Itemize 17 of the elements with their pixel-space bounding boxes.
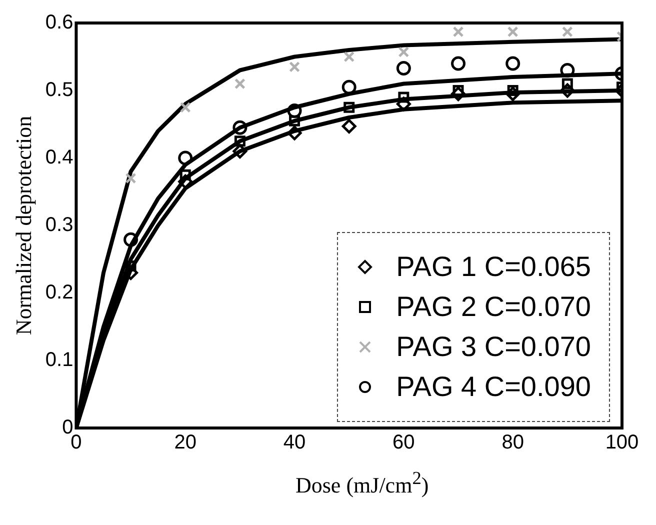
legend-label: PAG 2 C=0.070 [396, 290, 591, 324]
y-axis-title: Normalized deprotection [10, 116, 36, 336]
y-tick-label: 0.3 [45, 214, 74, 236]
y-tick-label: 0.1 [45, 349, 74, 372]
x-tick-label: 40 [283, 432, 306, 454]
legend-label: PAG 1 C=0.065 [396, 250, 591, 284]
legend-label: PAG 3 C=0.070 [396, 330, 591, 364]
y-tick-label: 0.5 [45, 79, 74, 102]
y-tick-label: 0.6 [45, 12, 74, 34]
x-axis-title: Dose (mJ/cm$^{2}$) [294, 468, 430, 498]
x-tick-label: 60 [392, 432, 415, 454]
x-tick-label: 100 [605, 432, 639, 454]
x-tick-label: 20 [174, 432, 196, 454]
legend-label: PAG 4 C=0.090 [396, 370, 591, 404]
y-tick-label: 0.4 [45, 146, 74, 169]
x-tick-label: 80 [502, 432, 524, 454]
y-tick-label: 0.2 [45, 282, 74, 304]
